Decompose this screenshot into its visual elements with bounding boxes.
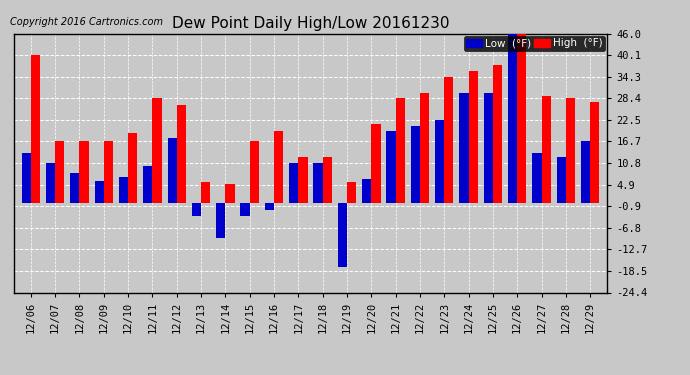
- Bar: [395, 99, 405, 203]
- Bar: [95, 181, 103, 203]
- Bar: [411, 126, 420, 203]
- Bar: [240, 203, 250, 216]
- Bar: [590, 102, 600, 203]
- Bar: [70, 173, 79, 203]
- Bar: [274, 131, 284, 203]
- Legend: Low  (°F), High  (°F): Low (°F), High (°F): [464, 36, 605, 51]
- Bar: [566, 99, 575, 203]
- Bar: [55, 141, 64, 203]
- Bar: [168, 138, 177, 203]
- Bar: [289, 163, 298, 203]
- Bar: [79, 141, 89, 203]
- Bar: [313, 163, 323, 203]
- Bar: [542, 96, 551, 203]
- Bar: [192, 203, 201, 216]
- Bar: [518, 34, 526, 203]
- Bar: [265, 203, 274, 210]
- Bar: [493, 65, 502, 203]
- Bar: [104, 141, 113, 203]
- Bar: [460, 93, 469, 203]
- Bar: [152, 99, 161, 203]
- Bar: [444, 77, 453, 203]
- Bar: [469, 70, 477, 203]
- Bar: [31, 56, 40, 203]
- Bar: [250, 141, 259, 203]
- Bar: [532, 153, 542, 203]
- Bar: [119, 177, 128, 203]
- Bar: [128, 133, 137, 203]
- Bar: [508, 34, 518, 203]
- Bar: [484, 93, 493, 203]
- Bar: [435, 120, 444, 203]
- Bar: [386, 131, 395, 203]
- Bar: [216, 203, 226, 238]
- Bar: [323, 157, 332, 203]
- Bar: [557, 157, 566, 203]
- Bar: [177, 105, 186, 203]
- Bar: [347, 182, 356, 203]
- Bar: [226, 184, 235, 203]
- Bar: [21, 153, 31, 203]
- Bar: [46, 163, 55, 203]
- Text: Copyright 2016 Cartronics.com: Copyright 2016 Cartronics.com: [10, 17, 164, 27]
- Bar: [201, 182, 210, 203]
- Bar: [581, 141, 590, 203]
- Bar: [144, 166, 152, 203]
- Bar: [371, 124, 381, 203]
- Bar: [337, 203, 347, 267]
- Bar: [420, 93, 429, 203]
- Bar: [298, 157, 308, 203]
- Title: Dew Point Daily High/Low 20161230: Dew Point Daily High/Low 20161230: [172, 16, 449, 31]
- Bar: [362, 179, 371, 203]
